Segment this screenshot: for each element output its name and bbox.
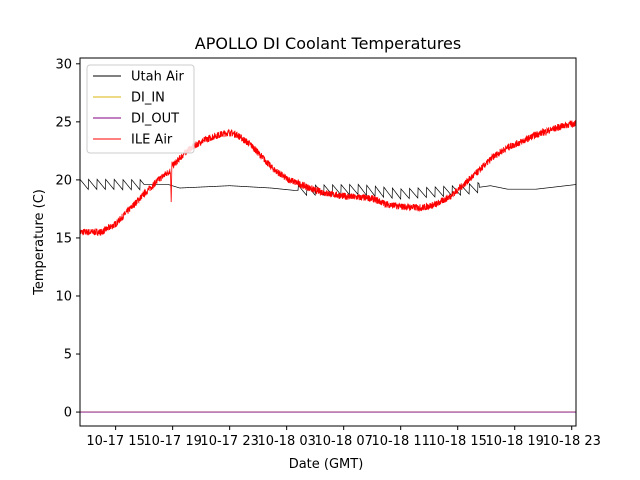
plot-frame [79,57,577,427]
chart-title: APOLLO DI Coolant Temperatures [195,34,461,53]
legend-label: DI_OUT [131,112,179,127]
x-tick-label: 10-17 15 [86,434,144,449]
y-tick-label: 30 [55,57,72,72]
legend: Utah Air DI_IN DI_OUT ILE Air [86,64,195,154]
legend-label: ILE Air [131,133,173,148]
x-tick-label: 10-18 11 [371,434,429,449]
x-tick-label: 10-17 19 [143,434,201,449]
y-axis-label: Temperature (C) [32,189,47,296]
y-axis: 0 5 10 15 20 25 30 [55,57,80,421]
x-tick-label: 10-18 23 [542,434,600,449]
y-tick-label: 20 [55,173,72,188]
y-tick-label: 25 [55,115,72,130]
y-tick-label: 5 [64,348,72,363]
x-tick-label: 10-17 23 [200,434,258,449]
x-tick-label: 10-18 07 [314,434,372,449]
legend-box [86,64,195,154]
y-tick-label: 15 [55,231,72,246]
x-tick-label: 10-18 03 [257,434,315,449]
y-tick-label: 0 [64,406,72,421]
series-line-utah-air [80,178,576,201]
x-tick-label: 10-18 15 [428,434,486,449]
x-axis-label: Date (GMT) [289,457,364,472]
x-tick-label: 10-18 19 [485,434,543,449]
legend-label: Utah Air [131,70,184,85]
series-layer [80,119,576,413]
series-line-ile-air [80,119,576,236]
legend-label: DI_IN [131,91,165,106]
y-tick-label: 10 [55,289,72,304]
